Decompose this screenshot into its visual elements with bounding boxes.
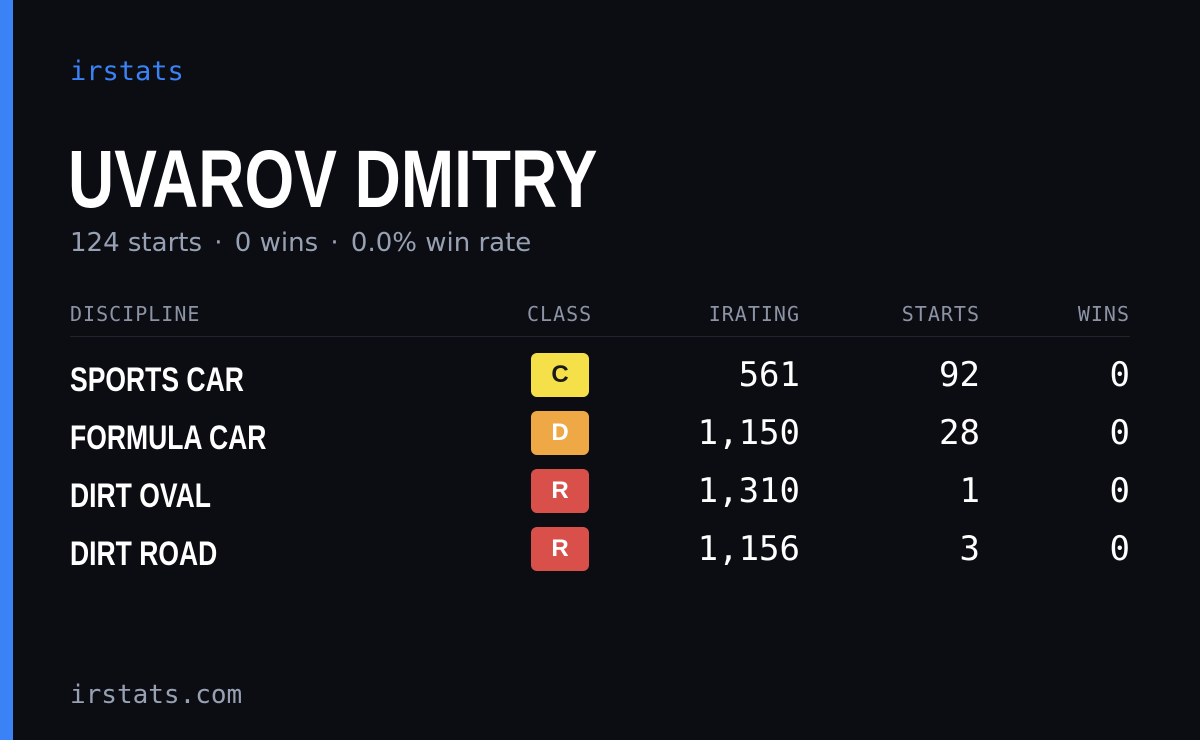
starts-value: 1 — [959, 471, 980, 511]
irating-value: 1,156 — [697, 529, 800, 569]
driver-name: UVAROV DMITRY — [68, 134, 598, 225]
footer-url: irstats.com — [70, 680, 243, 710]
table-row: SPORTS CAR C 561 92 0 — [70, 353, 1130, 411]
class-badge: D — [531, 411, 589, 455]
win-rate: 0.0% win rate — [350, 228, 532, 258]
discipline-name: SPORTS CAR — [70, 361, 244, 399]
wins-value: 0 — [1109, 413, 1130, 453]
starts-count: 124 starts — [70, 228, 202, 258]
accent-bar — [0, 0, 13, 740]
brand-logo: irstats — [70, 56, 184, 87]
header-discipline: DISCIPLINE — [70, 302, 201, 326]
driver-summary: 124 starts · 0 wins · 0.0% win rate — [70, 228, 531, 258]
header-starts: STARTS — [901, 302, 980, 326]
header-wins: WINS — [1077, 302, 1130, 326]
header-class: CLASS — [527, 302, 593, 326]
discipline-name: FORMULA CAR — [70, 419, 267, 457]
starts-value: 3 — [959, 529, 980, 569]
irating-value: 1,150 — [697, 413, 800, 453]
header-irating: IRATING — [708, 302, 800, 326]
wins-value: 0 — [1109, 355, 1130, 395]
separator-dot: · — [214, 228, 223, 258]
discipline-name: DIRT OVAL — [70, 477, 211, 515]
starts-value: 92 — [939, 355, 980, 395]
class-badge: C — [531, 353, 589, 397]
separator-dot: · — [330, 228, 339, 258]
stats-table: DISCIPLINE CLASS IRATING STARTS WINS SPO… — [70, 298, 1130, 585]
table-row: FORMULA CAR D 1,150 28 0 — [70, 411, 1130, 469]
table-row: DIRT ROAD R 1,156 3 0 — [70, 527, 1130, 585]
irating-value: 1,310 — [697, 471, 800, 511]
discipline-name: DIRT ROAD — [70, 535, 218, 573]
table-row: DIRT OVAL R 1,310 1 0 — [70, 469, 1130, 527]
class-badge: R — [531, 469, 589, 513]
table-header: DISCIPLINE CLASS IRATING STARTS WINS — [70, 298, 1130, 337]
class-badge: R — [531, 527, 589, 571]
table-body: SPORTS CAR C 561 92 0 FORMULA CAR D 1,15… — [70, 337, 1130, 585]
wins-value: 0 — [1109, 471, 1130, 511]
wins-count: 0 wins — [234, 228, 319, 258]
wins-value: 0 — [1109, 529, 1130, 569]
irating-value: 561 — [738, 355, 800, 395]
starts-value: 28 — [939, 413, 980, 453]
